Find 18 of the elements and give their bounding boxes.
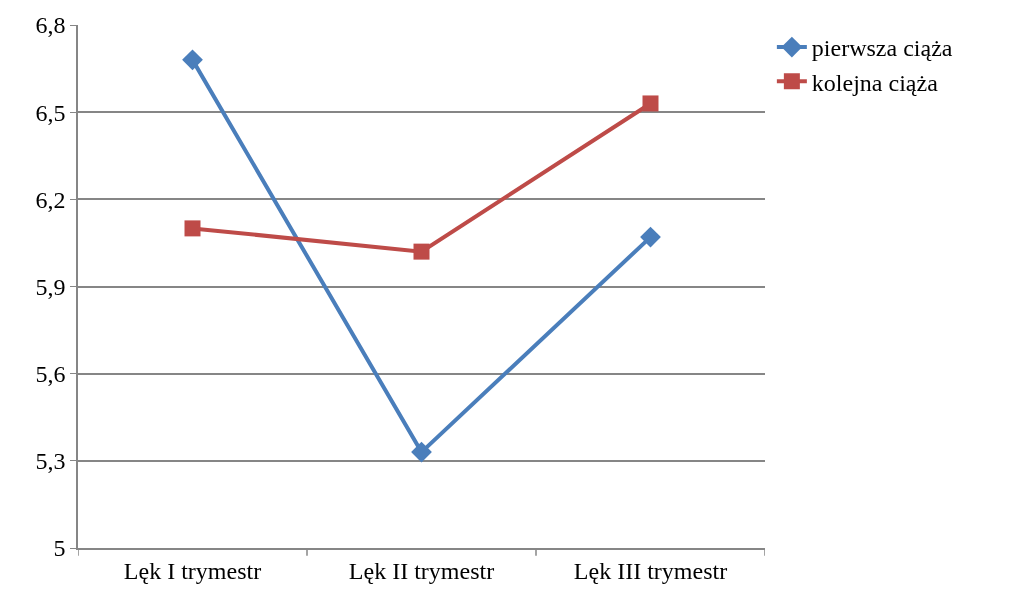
- point: [182, 49, 203, 71]
- y-tick-label: 6,8: [35, 12, 66, 39]
- y-tick-label: 5: [53, 535, 66, 562]
- x-tick-label: Lęk I trymestr: [123, 557, 262, 584]
- legend-label: kolejna ciąża: [811, 69, 939, 96]
- y-tick-label: 5,3: [35, 448, 66, 475]
- point: [642, 95, 659, 112]
- x-tick-label: Lęk II trymestr: [348, 557, 495, 584]
- y-tick-label: 5,9: [35, 273, 66, 300]
- point: [184, 220, 201, 237]
- y-tick-label: 6,5: [35, 99, 66, 126]
- point: [640, 226, 661, 248]
- y-tick-label: 6,2: [35, 186, 66, 213]
- legend-label: pierwsza ciąża: [811, 35, 953, 62]
- y-tick-label: 5,6: [35, 361, 66, 388]
- x-tick-label: Lęk III trymestr: [573, 557, 728, 584]
- point: [413, 243, 430, 260]
- point: [411, 441, 432, 463]
